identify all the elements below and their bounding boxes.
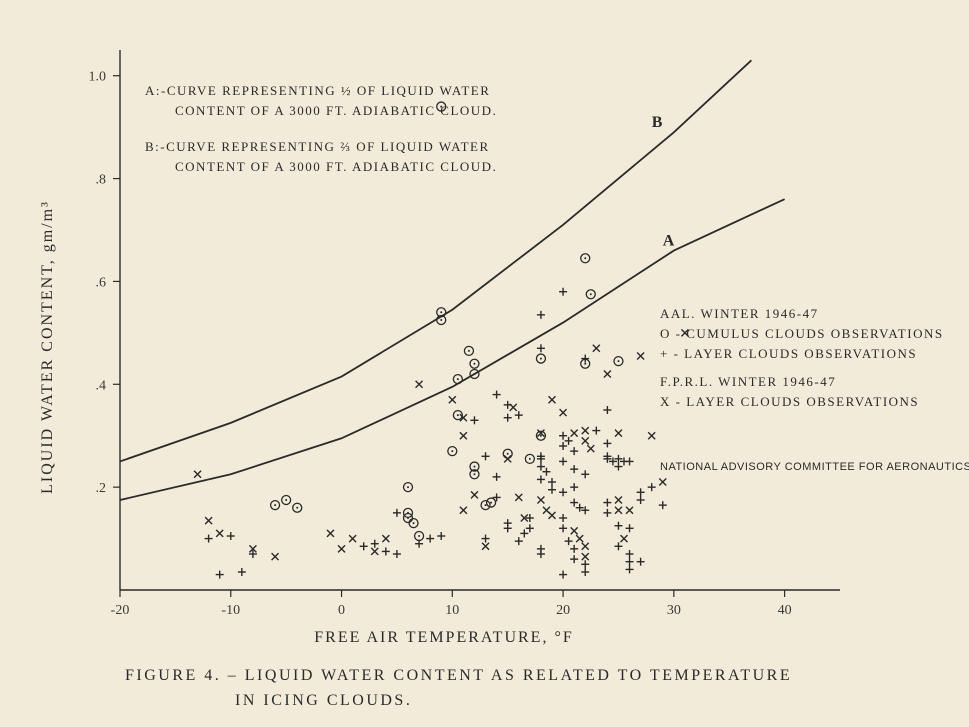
marker-o-dot — [440, 311, 442, 313]
marker-o-dot — [529, 458, 531, 460]
x-axis-title: FREE AIR TEMPERATURE, °F — [314, 629, 573, 646]
note-a-line: CONTENT OF A 3000 FT. ADIABATIC CLOUD. — [175, 103, 497, 118]
y-tick-label: .8 — [96, 173, 107, 188]
marker-o-dot — [296, 507, 298, 509]
marker-o-dot — [413, 522, 415, 524]
legend-fprl-title: F.P.R.L. WINTER 1946-47 — [660, 374, 836, 389]
marker-o-dot — [473, 373, 475, 375]
marker-o-dot — [473, 466, 475, 468]
marker-o-dot — [473, 363, 475, 365]
note-b-line: CONTENT OF A 3000 FT. ADIABATIC CLOUD. — [175, 159, 497, 174]
marker-o-dot — [457, 378, 459, 380]
marker-o-dot — [407, 486, 409, 488]
figure-caption-line2: IN ICING CLOUDS. — [235, 692, 412, 709]
marker-o-dot — [590, 293, 592, 295]
x-tick-label: 10 — [445, 603, 459, 618]
y-tick-label: .6 — [96, 275, 107, 290]
curve-a-label: A — [663, 232, 675, 249]
x-tick-label: 20 — [556, 603, 570, 618]
marker-o-dot — [490, 502, 492, 504]
marker-o-dot — [584, 257, 586, 259]
marker-o-dot — [285, 499, 287, 501]
legend-aal-title: AAL. WINTER 1946-47 — [660, 306, 819, 321]
marker-o-dot — [540, 435, 542, 437]
marker-o-dot — [468, 350, 470, 352]
marker-o-dot — [540, 358, 542, 360]
marker-o-dot — [457, 414, 459, 416]
marker-o-dot — [473, 473, 475, 475]
x-tick-label: 0 — [338, 603, 345, 618]
marker-o-dot — [440, 319, 442, 321]
marker-o-dot — [584, 363, 586, 365]
x-tick-label: 30 — [667, 603, 681, 618]
y-tick-label: .2 — [96, 481, 107, 496]
legend-aal-plus: + - LAYER CLOUDS OBSERVATIONS — [660, 346, 917, 361]
y-tick-label: .4 — [96, 378, 107, 393]
y-axis-title: LIQUID WATER CONTENT, gm/m³ — [39, 200, 56, 494]
x-tick-label: -20 — [111, 603, 130, 618]
chart-svg: -20 -10 0 10 20 30 40 .2 .4 .6 .8 1.0 FREE AIR TEMPE… — [0, 0, 969, 727]
legend-fprl-x: X - LAYER CLOUDS OBSERVATIONS — [660, 394, 919, 409]
committee-label: NATIONAL ADVISORY COMMITTEE FOR AERONAUT… — [660, 461, 969, 473]
x-tick-label: 40 — [778, 603, 792, 618]
marker-o-dot — [451, 450, 453, 452]
figure-4-scatter-chart: { "chart": { "type": "scatter", "backgro… — [0, 0, 969, 727]
marker-o-dot — [507, 453, 509, 455]
y-tick-label: 1.0 — [89, 70, 107, 85]
marker-o-dot — [418, 535, 420, 537]
note-a-line: A:-CURVE REPRESENTING ½ OF LIQUID WATER — [145, 83, 490, 98]
marker-o-dot — [485, 504, 487, 506]
legend-aal-o: O - CUMULUS CLOUDS OBSERVATIONS — [660, 326, 944, 341]
curve-b-label: B — [652, 114, 663, 131]
marker-o-dot — [407, 517, 409, 519]
figure-caption-line1: FIGURE 4. – LIQUID WATER CONTENT AS RELA… — [125, 667, 792, 684]
x-tick-label: -10 — [221, 603, 240, 618]
marker-o-dot — [617, 360, 619, 362]
note-b-line: B:-CURVE REPRESENTING ⅔ OF LIQUID WATER — [145, 139, 490, 154]
marker-o-dot — [274, 504, 276, 506]
